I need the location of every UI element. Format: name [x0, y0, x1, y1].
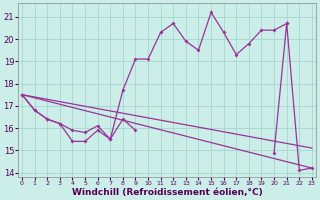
X-axis label: Windchill (Refroidissement éolien,°C): Windchill (Refroidissement éolien,°C): [72, 188, 262, 197]
